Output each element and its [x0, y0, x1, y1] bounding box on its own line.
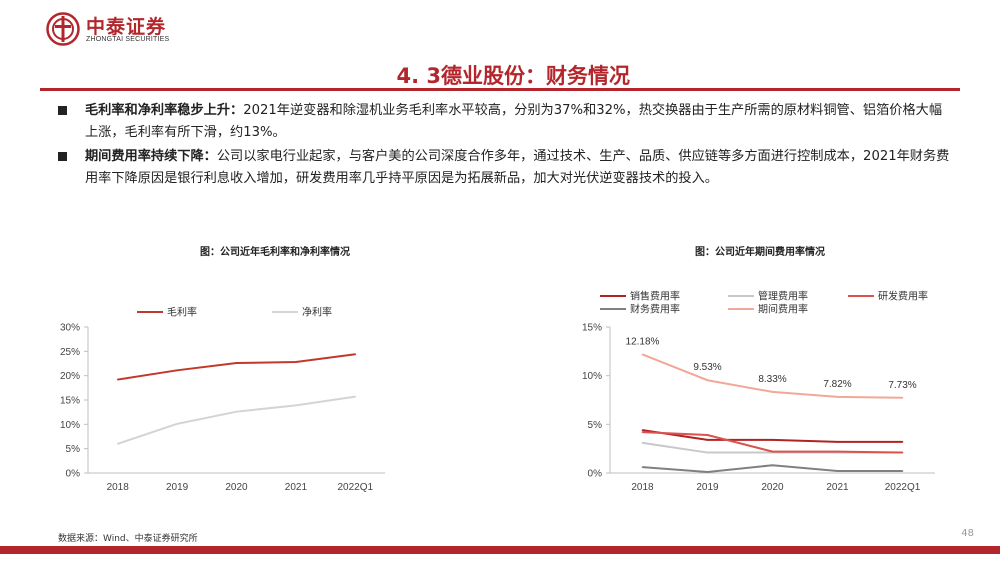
page-number: 48: [961, 528, 974, 539]
y-tick-label: 15%: [582, 323, 602, 334]
data-point: [771, 464, 774, 467]
data-point: [706, 439, 709, 441]
data-point: [354, 353, 357, 356]
data-label: 9.53%: [693, 362, 721, 373]
y-tick-label: 20%: [60, 371, 80, 382]
footer-bar: [0, 546, 1000, 554]
data-point: [641, 353, 644, 356]
bullet-heading: 期间费用率持续下降：: [85, 149, 217, 164]
bullet-text: 2021年逆变器和除湿机业务毛利率水平较高，分别为37%和32%，热交换器由于生…: [85, 103, 943, 140]
zhongtai-logo-icon: [46, 12, 80, 46]
data-point: [836, 470, 839, 472]
data-point: [176, 369, 178, 372]
chart-title-margin: 图：公司近年毛利率和净利率情况: [200, 247, 350, 258]
data-point: [235, 362, 238, 364]
slide-title: 4. 3德业股份：财务情况: [396, 64, 630, 88]
x-tick-label: 2020: [761, 482, 784, 493]
brand-name-english: ZHONGTAI SECURITIES: [86, 36, 170, 43]
x-tick-label: 2018: [107, 482, 130, 493]
data-point: [901, 451, 904, 454]
data-point: [836, 450, 839, 453]
data-source: 数据来源：Wind、中泰证券研究所: [58, 534, 198, 544]
data-point: [901, 396, 904, 399]
data-point: [771, 391, 774, 393]
data-point: [836, 396, 839, 398]
bullet-item: 期间费用率持续下降：公司以家电行业起家，与客户美的公司深度合作多年，通过技术、生…: [52, 146, 952, 190]
data-point: [641, 442, 644, 444]
data-point: [641, 466, 644, 468]
x-tick-label: 2018: [631, 482, 654, 493]
data-label: 7.73%: [888, 380, 916, 391]
y-tick-label: 10%: [582, 371, 602, 382]
x-tick-label: 2021: [285, 482, 308, 493]
bullet-item: 毛利率和净利率稳步上升：2021年逆变器和除湿机业务毛利率水平较高，分别为37%…: [52, 100, 952, 144]
x-tick-label: 2019: [696, 482, 719, 493]
data-label: 8.33%: [758, 374, 786, 385]
x-tick-label: 2022Q1: [885, 482, 921, 493]
data-label: 7.82%: [823, 379, 851, 390]
bullet-list: 毛利率和净利率稳步上升：2021年逆变器和除湿机业务毛利率水平较高，分别为37%…: [52, 100, 952, 192]
data-point: [116, 443, 119, 445]
data-point: [295, 404, 297, 407]
x-tick-label: 2019: [166, 482, 189, 493]
brand-name: 中泰证券: [86, 16, 167, 38]
bullet-heading: 毛利率和净利率稳步上升：: [85, 103, 244, 118]
chart-title-expense: 图：公司近年期间费用率情况: [695, 247, 825, 258]
y-tick-label: 5%: [66, 444, 81, 455]
data-point: [771, 439, 774, 441]
data-point: [641, 431, 644, 433]
bullet-square-icon: [58, 152, 67, 161]
data-point: [901, 441, 904, 443]
data-point: [706, 434, 709, 436]
data-point: [706, 471, 709, 473]
legend-label: 管理费用率: [758, 290, 808, 303]
expense-ratio-chart: 0% 5% 10% 15% 2018 2019 2020 2021 2022Q1 12.18% 9.…: [582, 290, 935, 493]
legend-label: 期间费用率: [758, 303, 808, 316]
bullet-text: 公司以家电行业起家，与客户美的公司深度合作多年，通过技术、生产、品质、供应链等多…: [85, 149, 950, 186]
y-tick-label: 10%: [60, 420, 80, 431]
bullet-square-icon: [58, 106, 67, 115]
data-point: [836, 441, 839, 443]
data-point: [354, 395, 357, 398]
y-tick-label: 5%: [588, 420, 603, 431]
data-point: [176, 423, 178, 425]
y-tick-label: 0%: [66, 469, 81, 480]
y-tick-label: 30%: [60, 323, 80, 334]
data-point: [706, 451, 709, 454]
data-point: [901, 470, 904, 472]
y-tick-label: 25%: [60, 347, 80, 358]
series-line-3: [642, 464, 903, 474]
x-tick-label: 2022Q1: [338, 482, 374, 493]
title-divider: [40, 88, 960, 91]
data-point: [771, 450, 774, 453]
legend-label: 财务费用率: [630, 303, 680, 316]
legend-label: 毛利率: [167, 306, 197, 319]
series-line-0: [117, 353, 356, 381]
data-point: [641, 429, 644, 431]
legend-label: 销售费用率: [630, 290, 680, 303]
data-point: [116, 378, 119, 381]
legend-label: 研发费用率: [878, 290, 928, 303]
data-label: 12.18%: [626, 336, 660, 347]
legend-label: 净利率: [302, 306, 332, 319]
y-tick-label: 0%: [588, 469, 603, 480]
y-tick-label: 15%: [60, 396, 80, 407]
data-point: [706, 379, 709, 382]
series-line-1: [117, 395, 356, 445]
margin-chart: 0% 5% 10% 15% 20% 25% 30% 2018 2019 2020 2021 2022Q…: [60, 306, 385, 493]
x-tick-label: 2021: [826, 482, 849, 493]
x-tick-label: 2020: [225, 482, 248, 493]
data-point: [295, 361, 297, 363]
data-point: [235, 410, 238, 413]
